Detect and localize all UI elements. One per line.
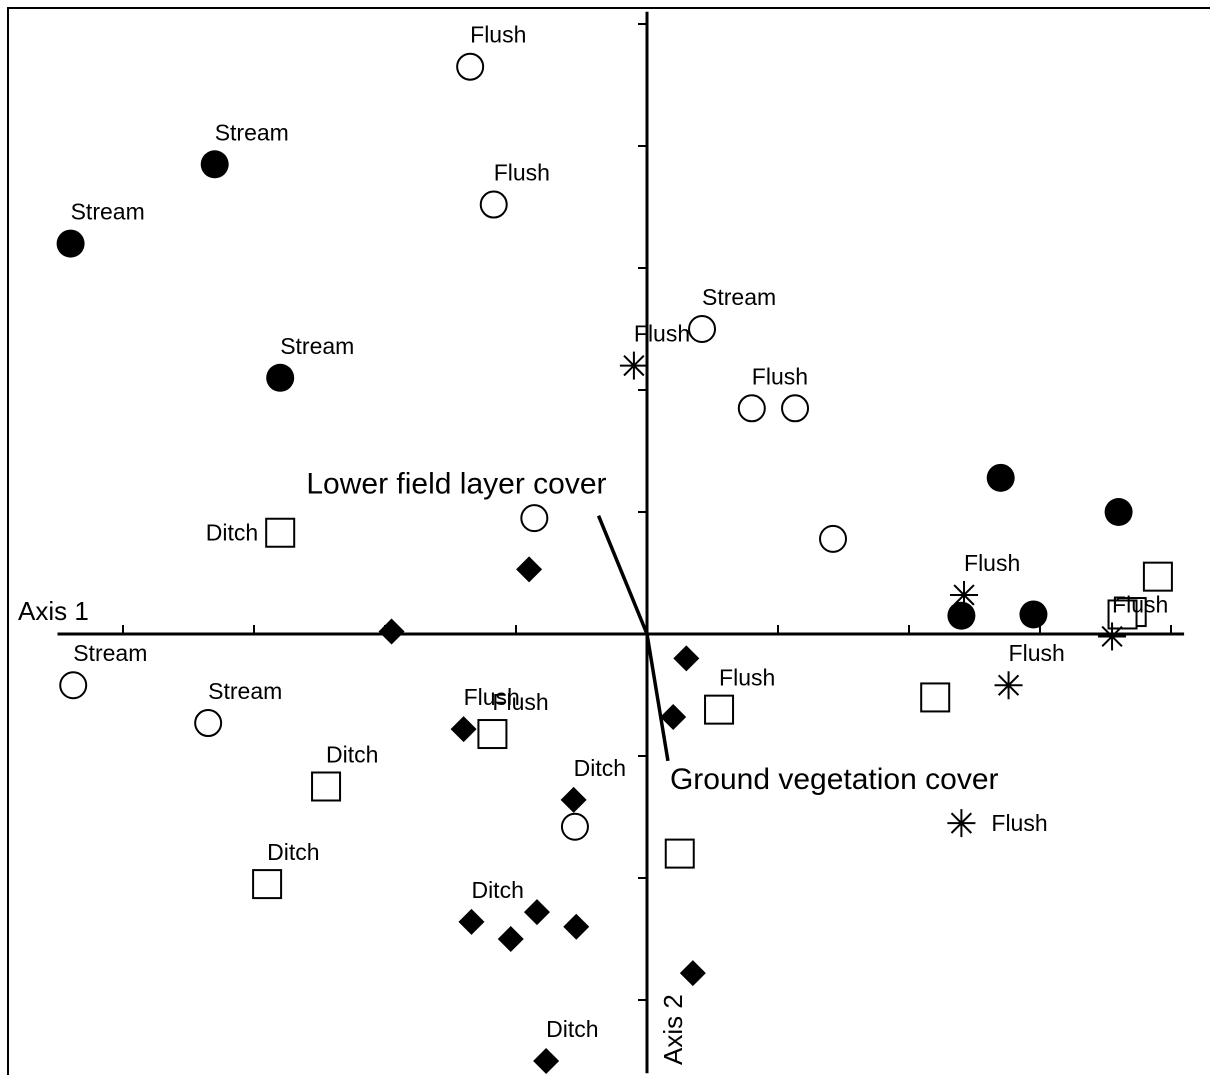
filled-diamond-marker bbox=[560, 786, 587, 813]
filled-circle-marker bbox=[56, 229, 85, 258]
open-circle-marker bbox=[59, 671, 88, 700]
open-square-marker bbox=[265, 517, 296, 548]
point-label: Ditch bbox=[326, 742, 378, 768]
point-label: Ditch bbox=[206, 520, 258, 546]
filled-diamond-marker bbox=[378, 618, 405, 645]
open-square-marker bbox=[920, 682, 951, 713]
filled-circle-marker bbox=[200, 150, 229, 179]
open-square-marker bbox=[704, 694, 735, 725]
point-label: Ditch bbox=[267, 839, 319, 865]
point-label: Flush bbox=[964, 550, 1020, 576]
point-label: Flush bbox=[1009, 640, 1065, 666]
points: StreamStreamStreamFlushFlushStreamFlushS… bbox=[56, 22, 1173, 1074]
x-axis-label: Axis 1 bbox=[18, 596, 89, 626]
asterisk-marker bbox=[947, 809, 976, 838]
open-circle-marker bbox=[456, 52, 485, 81]
filled-diamond-marker bbox=[673, 645, 700, 672]
filled-diamond-marker bbox=[450, 716, 477, 743]
filled-diamond-marker bbox=[660, 703, 687, 730]
point-label: Flush bbox=[470, 22, 526, 48]
y-axis-label: Axis 2 bbox=[658, 994, 688, 1065]
filled-circle-marker bbox=[947, 601, 976, 630]
point-label: Flush bbox=[752, 363, 808, 389]
point-label: Stream bbox=[215, 119, 289, 145]
filled-diamond-marker bbox=[533, 1048, 560, 1074]
open-circle-marker bbox=[520, 504, 549, 533]
open-square-marker bbox=[1142, 561, 1173, 592]
open-square-marker bbox=[664, 838, 695, 869]
filled-circle-marker bbox=[986, 463, 1015, 492]
open-square-marker bbox=[1107, 599, 1138, 630]
point-label: Stream bbox=[73, 640, 147, 666]
filled-diamond-marker bbox=[458, 908, 485, 935]
open-circle-marker bbox=[560, 812, 589, 841]
point-label: Ditch bbox=[574, 755, 626, 781]
filled-diamond-marker bbox=[563, 913, 590, 940]
asterisk-marker bbox=[950, 580, 979, 609]
point-label: Flush bbox=[492, 689, 548, 715]
asterisk-marker bbox=[994, 671, 1023, 700]
point-label: Flush bbox=[494, 160, 550, 186]
filled-diamond-marker bbox=[523, 899, 550, 926]
filled-diamond-marker bbox=[497, 926, 524, 952]
vector-line bbox=[645, 633, 670, 762]
filled-diamond-marker bbox=[679, 960, 706, 987]
point-label: Stream bbox=[280, 333, 354, 359]
filled-diamond-marker bbox=[516, 556, 543, 583]
open-circle-marker bbox=[819, 524, 848, 553]
point-label: Ditch bbox=[546, 1016, 598, 1042]
point-label: Flush bbox=[634, 321, 690, 347]
filled-circle-marker bbox=[1019, 600, 1048, 629]
asterisk-marker bbox=[619, 351, 648, 380]
filled-circle-marker bbox=[266, 363, 295, 392]
point-label: Ditch bbox=[471, 877, 523, 903]
point-label: Stream bbox=[208, 678, 282, 704]
open-circle-marker bbox=[194, 709, 223, 738]
filled-circle-marker bbox=[1104, 498, 1133, 526]
open-circle-marker bbox=[737, 394, 766, 423]
point-label: Stream bbox=[702, 284, 776, 310]
point-label: Flush bbox=[719, 665, 775, 691]
vector-label: Lower field layer cover bbox=[306, 468, 606, 501]
open-square-marker bbox=[311, 771, 342, 802]
open-circle-marker bbox=[688, 315, 717, 343]
open-square-marker bbox=[477, 719, 508, 750]
open-circle-marker bbox=[781, 394, 810, 423]
vector-line bbox=[596, 514, 649, 635]
open-circle-marker bbox=[479, 190, 508, 219]
asterisk-marker bbox=[1098, 622, 1127, 651]
point-label: Flush bbox=[1112, 591, 1168, 617]
point-label: Flush bbox=[464, 684, 520, 710]
point-label: Stream bbox=[71, 199, 145, 225]
plot-frame bbox=[7, 7, 1210, 1075]
open-square-marker bbox=[252, 869, 283, 900]
vector-label: Ground vegetation cover bbox=[670, 763, 999, 796]
vectors: Lower field layer cover Ground vegetation… bbox=[306, 468, 998, 796]
point-label: Flush bbox=[991, 810, 1047, 836]
